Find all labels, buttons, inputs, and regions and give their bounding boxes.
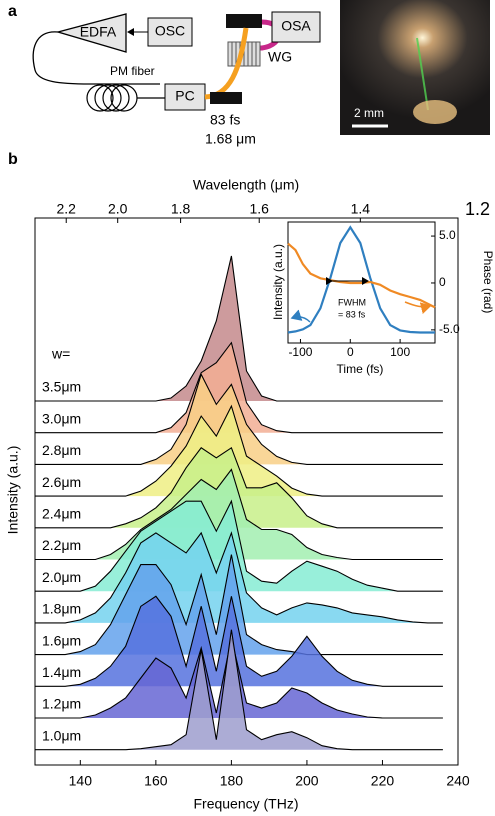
legend-entry: 2.6μm: [42, 474, 81, 490]
x-tick-label: 180: [220, 773, 244, 789]
trace-line: [35, 554, 443, 656]
legend-entry: 2.2μm: [42, 537, 81, 553]
axis-pointer: [404, 301, 432, 315]
trace-fill: [35, 406, 443, 497]
x-tick-label: 140: [69, 773, 93, 789]
trace-line: [35, 595, 443, 687]
pulse-duration: 83 fs: [210, 112, 240, 128]
trace-fill: [35, 256, 443, 401]
edfa-symbol: [55, 13, 127, 53]
x-tick-label: 200: [295, 773, 319, 789]
inset-y2-title: Phase (rad): [481, 251, 495, 314]
x-tick-label: 160: [144, 773, 168, 789]
photo-beam: [416, 37, 429, 111]
trace-line: [35, 468, 443, 561]
legend-entry: 2.8μm: [42, 442, 81, 458]
x2-axis-title: Wavelength (μm): [193, 177, 299, 193]
x2-tick-label: 1.4: [351, 201, 371, 217]
x2-tick-label: 1.8: [171, 201, 191, 217]
legend-entry: 3.5μm: [42, 379, 81, 395]
osa-box: [271, 11, 321, 43]
fiber: [32, 31, 91, 85]
input-beam: [204, 27, 249, 100]
trace-fill: [35, 374, 443, 465]
y2-tick-label: -5.0: [439, 322, 460, 336]
y2-tick-label: 0: [439, 275, 446, 289]
inset-x-title: Time (fs): [337, 362, 384, 376]
wg-label: WG: [268, 49, 292, 65]
inset-y-title: Intensity (a.u.): [271, 244, 285, 320]
x-tick-label: 0: [347, 345, 354, 359]
legend-entry: 2.4μm: [42, 506, 81, 522]
x-tick-label: 240: [446, 773, 470, 789]
fiber-label: PM fiber: [110, 64, 155, 78]
legend-entry: 1.6μm: [42, 632, 81, 648]
plot-frame: [34, 217, 459, 766]
x2-tick-label: 2.2: [56, 201, 76, 217]
waterfall-plot: 140 160 180 200 220 240 2.2 2.0 1.8 1.6 1.4 1.2 3.5μ…: [35, 199, 490, 789]
osa-label: OSA: [281, 18, 311, 34]
scale-label: 2 mm: [354, 106, 384, 120]
series-line: [287, 225, 435, 334]
x2-tick-label: 2.0: [108, 201, 128, 217]
fiber-coil: [86, 84, 138, 112]
y-axis-title: Intensity (a.u.): [5, 446, 21, 535]
panel-label: a: [8, 3, 17, 20]
trace-line: [35, 446, 443, 529]
x-tick-label: -100: [288, 345, 312, 359]
panel-label: b: [8, 151, 18, 168]
legend-entry: 1.8μm: [42, 601, 81, 617]
legend-entry: 2.0μm: [42, 569, 81, 585]
x-axis-title: Frequency (THz): [193, 796, 298, 812]
trace-line: [35, 637, 443, 719]
trace-fill: [35, 447, 443, 528]
x2-tick-label: 1.6: [249, 201, 269, 217]
inset-plot: -100 0 100 5.0 0 -5.0: [287, 221, 460, 359]
trace-line: [35, 372, 443, 465]
legend-entry: 1.2μm: [42, 696, 81, 712]
coupler: [226, 14, 262, 28]
annotation: = 83 fs: [338, 309, 366, 319]
osc-box: [147, 17, 193, 47]
photo-spot: [413, 100, 457, 124]
legend-entry: 1.4μm: [42, 664, 81, 680]
legend-entry: 1.0μm: [42, 727, 81, 743]
x-tick-label: 100: [390, 345, 410, 359]
annotation: FWHM: [338, 297, 366, 307]
trace-line: [35, 404, 443, 497]
trace-fill: [35, 342, 443, 433]
legend-entry: 3.0μm: [42, 410, 81, 426]
trace-line: [35, 341, 443, 434]
legend-title: w=: [51, 346, 70, 362]
schematic: a EDFA OSC OSA WG PM fiber PC 83 fs 1.68…: [8, 0, 490, 147]
trace-line: [35, 629, 443, 751]
axis-pointer: [290, 309, 311, 323]
trace-line: [35, 499, 443, 592]
x-tick-label: 220: [371, 773, 395, 789]
trace-line: [35, 531, 443, 624]
trace-line: [35, 255, 443, 402]
wavelength: 1.68 μm: [205, 131, 256, 147]
x2-tick-label: 1.2: [465, 199, 490, 219]
coupler: [210, 92, 242, 104]
edfa-label: EDFA: [80, 24, 117, 40]
y2-tick-label: 5.0: [439, 228, 456, 242]
trace-fill: [35, 596, 443, 687]
pc-label: PC: [175, 88, 194, 104]
trace-fill: [35, 629, 443, 750]
osc-label: OSC: [155, 23, 185, 39]
